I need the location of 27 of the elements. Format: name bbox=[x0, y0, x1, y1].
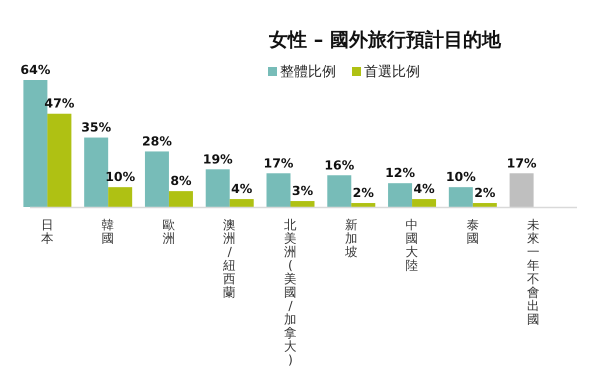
legend-label: 首選比例 bbox=[364, 64, 420, 80]
data-label: 12% bbox=[385, 165, 416, 180]
data-label: 4% bbox=[413, 181, 436, 196]
data-label: 28% bbox=[142, 133, 172, 148]
legend-label: 整體比例 bbox=[280, 64, 336, 80]
x-tick-label: 韓國 bbox=[102, 217, 115, 246]
x-tick-label: 澳洲/紐西蘭 bbox=[222, 217, 236, 300]
x-tick-label: 歐洲 bbox=[162, 217, 176, 246]
data-label: 2% bbox=[352, 185, 374, 200]
category-label: 北美洲(美國/加拿大) bbox=[284, 217, 297, 367]
x-tick-label: 新加坡 bbox=[344, 217, 358, 259]
data-label: 19% bbox=[202, 151, 234, 166]
data-label: 64% bbox=[20, 62, 51, 77]
data-label: 16% bbox=[324, 157, 355, 172]
x-tick-label: 泰國 bbox=[466, 217, 480, 246]
x-tick-label: 日本 bbox=[40, 217, 54, 246]
x-tick-label: 未來一年不會出國 bbox=[527, 217, 540, 326]
data-label: 8% bbox=[170, 173, 192, 188]
data-label: 17% bbox=[264, 155, 294, 170]
chart-title: 女性 – 國外旅行預計目的地 bbox=[268, 29, 502, 51]
x-tick-label: 中國大陸 bbox=[406, 217, 419, 272]
data-label: 35% bbox=[81, 120, 112, 135]
data-label: 2% bbox=[474, 185, 496, 200]
data-label: 10% bbox=[446, 169, 476, 184]
data-label: 4% bbox=[231, 181, 253, 196]
data-label: 3% bbox=[292, 183, 314, 198]
data-label: 17% bbox=[506, 155, 538, 170]
